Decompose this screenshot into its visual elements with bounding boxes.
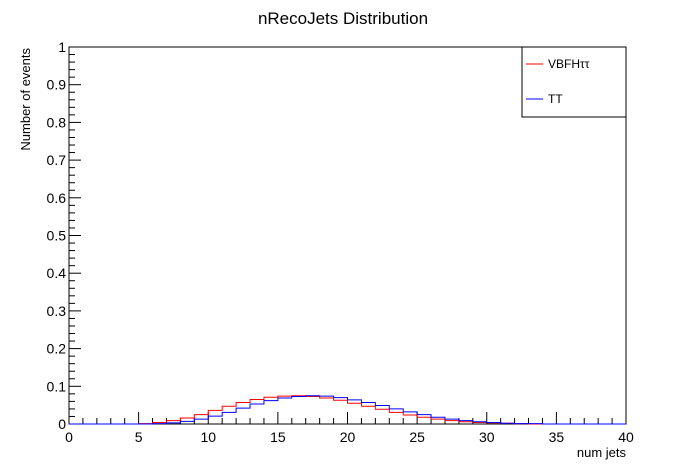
legend-label-vbfh: VBFHττ xyxy=(548,57,590,71)
x-tick-label: 30 xyxy=(479,429,495,445)
series-line-1 xyxy=(69,395,626,425)
y-tick-label: 0.8 xyxy=(47,114,67,130)
x-axis-label: num jets xyxy=(577,445,627,460)
y-tick-label: 0.9 xyxy=(47,77,67,93)
y-tick-label: 1 xyxy=(58,39,66,55)
x-tick-label: 25 xyxy=(409,429,425,445)
chart-title: nRecoJets Distribution xyxy=(258,9,428,28)
x-tick-label: 15 xyxy=(270,429,286,445)
y-tick-label: 0.4 xyxy=(47,265,67,281)
y-axis-label: Number of events xyxy=(18,48,33,151)
legend-label-tt: TT xyxy=(548,92,563,106)
series-layer xyxy=(69,395,626,425)
y-tick-label: 0.5 xyxy=(47,228,67,244)
x-tick-label: 10 xyxy=(200,429,216,445)
y-tick-label: 0.1 xyxy=(47,378,67,394)
legend: VBFHττ TT xyxy=(521,46,627,118)
x-tick-label: 0 xyxy=(65,429,73,445)
y-tick-label: 0.3 xyxy=(47,303,67,319)
x-tick-label: 5 xyxy=(135,429,143,445)
y-tick-label: 0.7 xyxy=(47,152,67,168)
y-tick-label: 0.6 xyxy=(47,190,67,206)
legend-box xyxy=(521,46,627,118)
x-tick-label: 20 xyxy=(340,429,356,445)
x-tick-label: 35 xyxy=(549,429,565,445)
axes: 0 5 10 15 20 25 30 35 40 0 0.1 0.2 0.3 0.4 0.5 0.6 0.7 0.… xyxy=(47,39,634,445)
y-tick-label: 0 xyxy=(58,416,66,432)
y-tick-label: 0.2 xyxy=(47,341,67,357)
x-tick-label: 40 xyxy=(618,429,634,445)
